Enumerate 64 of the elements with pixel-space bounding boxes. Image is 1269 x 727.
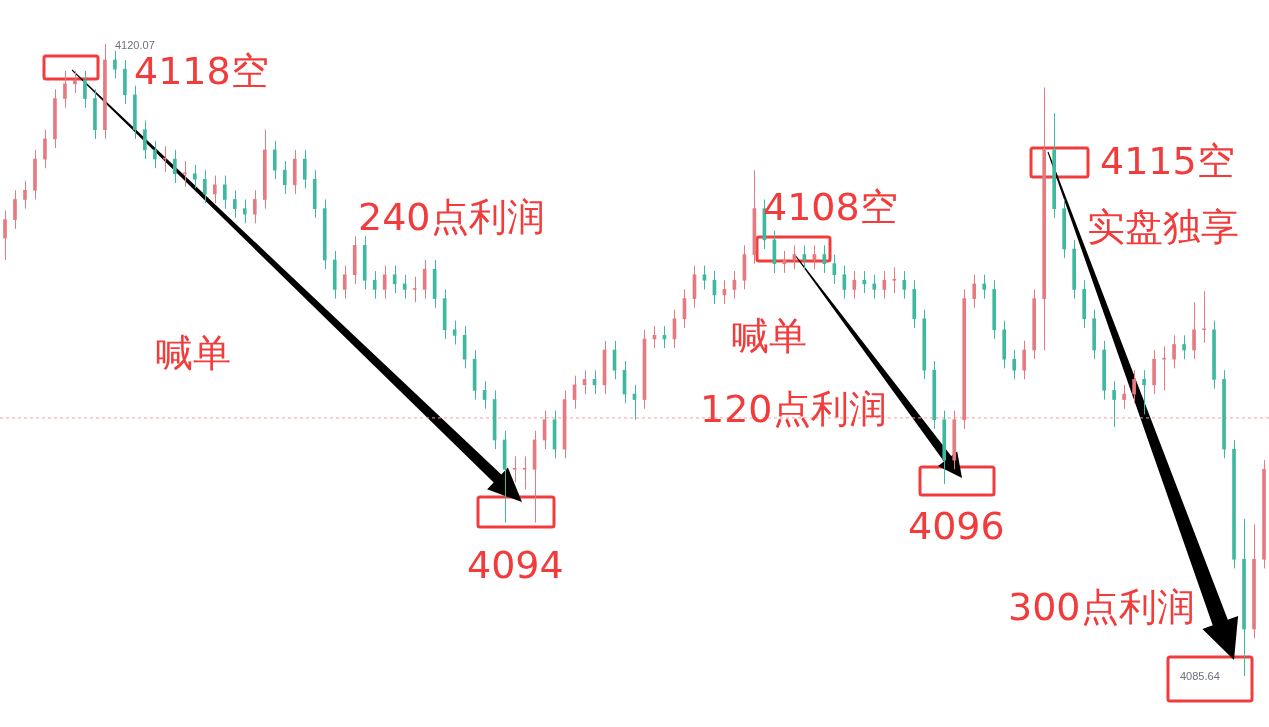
candlestick	[302, 149, 307, 189]
candlestick	[173, 149, 177, 184]
candlestick	[892, 266, 897, 294]
candlestick	[1112, 380, 1116, 428]
candlestick	[282, 160, 287, 195]
candlestick	[1132, 369, 1136, 404]
candlestick	[3, 209, 7, 261]
candlestick	[183, 160, 187, 188]
candlestick	[1142, 369, 1146, 415]
annotation: 4108空	[763, 185, 898, 229]
candlestick	[872, 274, 877, 300]
candlestick	[522, 455, 527, 490]
candlestick	[1192, 301, 1196, 360]
candlestick	[982, 274, 987, 300]
candlestick	[203, 169, 207, 204]
candlestick	[882, 270, 887, 300]
candlestick	[153, 140, 157, 169]
annotation: 4085.64	[1180, 670, 1220, 682]
candlestick	[402, 274, 407, 300]
annotation: 4094	[467, 543, 564, 587]
candlestick	[143, 120, 147, 160]
candlestick	[972, 274, 977, 309]
annotation: 4118空	[134, 49, 269, 93]
candlestick	[222, 175, 227, 210]
annotation: 120点利润	[700, 387, 887, 431]
annotation: 4096	[908, 504, 1005, 548]
annotation: 300点利润	[1008, 585, 1195, 629]
candlestick	[272, 140, 277, 180]
candlestick	[392, 265, 397, 294]
candlestick	[902, 270, 907, 300]
annotation: 4120.07	[115, 39, 155, 51]
annotation: 实盘独享	[1087, 205, 1239, 249]
candlestick	[862, 270, 867, 294]
candlestick	[232, 189, 237, 219]
candlestick	[213, 175, 217, 204]
candlestick	[1122, 384, 1126, 410]
annotation: 4115空	[1100, 139, 1235, 183]
candlestick	[1162, 345, 1166, 391]
annotation: 喊单	[731, 314, 807, 358]
candlestick	[372, 270, 377, 300]
candlestick	[73, 70, 77, 94]
candlestick	[1202, 290, 1206, 344]
candlestick	[23, 180, 27, 210]
candlestick	[1012, 349, 1017, 380]
candlestick	[412, 276, 417, 303]
candlestick	[63, 70, 67, 109]
candlestick	[43, 129, 47, 169]
candlestick	[1182, 334, 1186, 360]
candlestick	[1022, 340, 1027, 380]
annotation: 240点利润	[358, 195, 545, 239]
candlestick	[452, 320, 457, 345]
candlestick	[512, 455, 517, 483]
candlestick	[113, 50, 117, 79]
candlestick	[702, 265, 707, 290]
candlestick	[852, 270, 857, 300]
candlestick	[382, 265, 387, 300]
candlestick	[252, 189, 257, 224]
annotation: 喊单	[155, 331, 231, 375]
candlestick	[13, 189, 17, 230]
candlestick	[342, 265, 347, 300]
candlestick	[1172, 334, 1176, 369]
candlestick	[193, 164, 197, 189]
candlestick	[242, 198, 247, 224]
candlestick	[83, 70, 87, 109]
